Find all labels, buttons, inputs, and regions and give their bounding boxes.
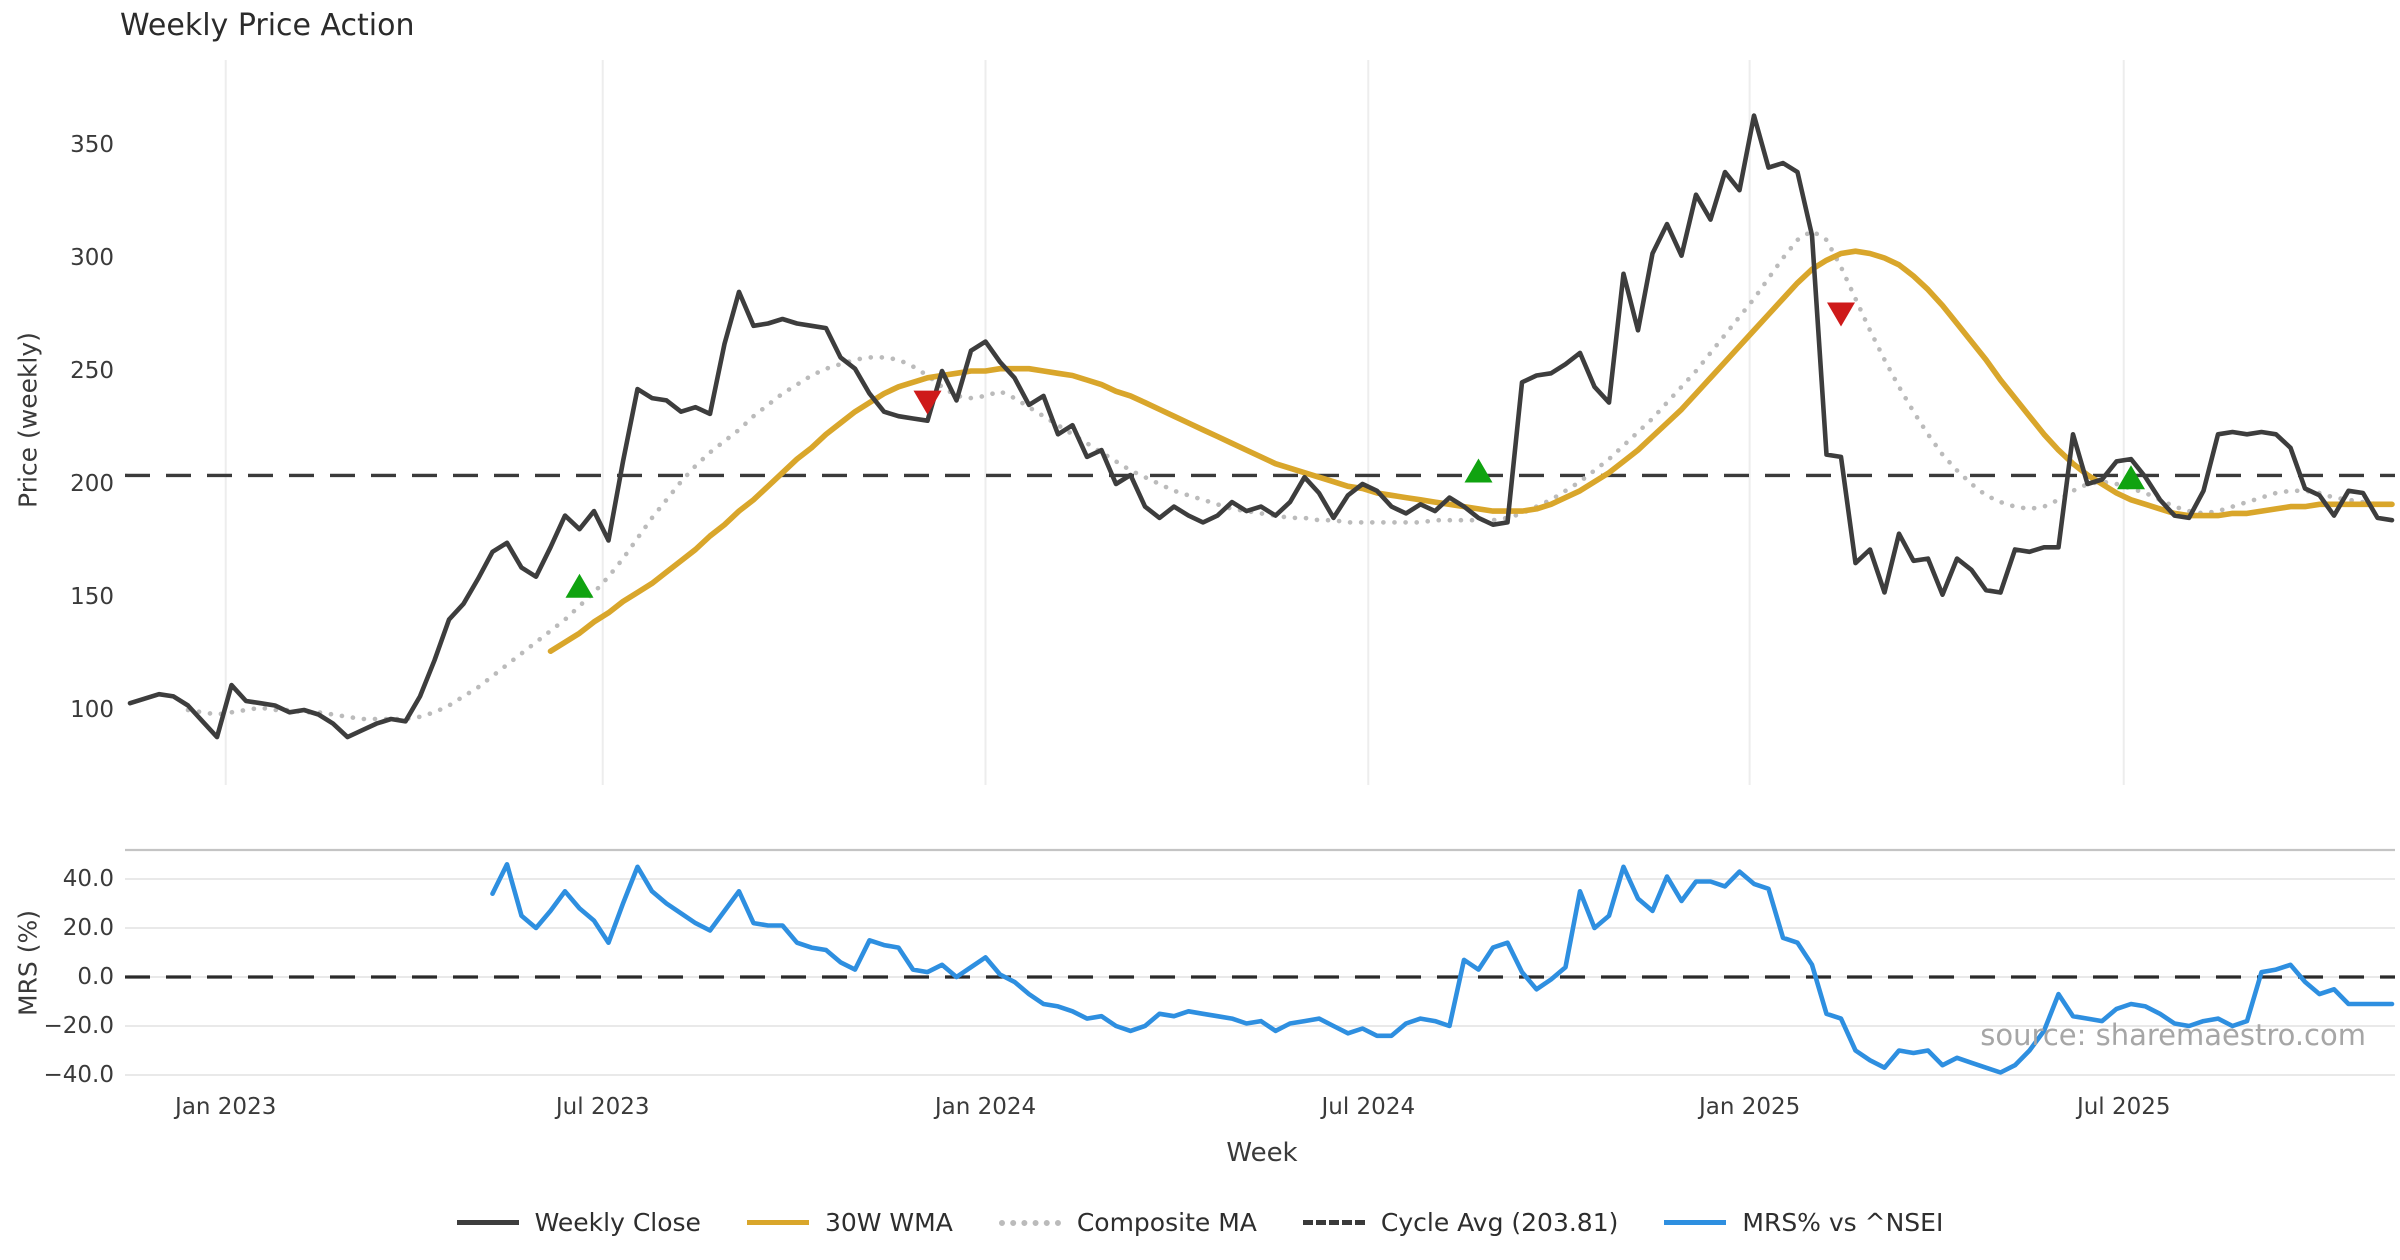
price-ytick-label: 200 — [70, 471, 114, 497]
composite-ma-line-swatch — [998, 1219, 1061, 1226]
chart-legend: Weekly Close 30W WMA Composite MA Cycle … — [0, 1208, 2400, 1237]
legend-item-30w-wma: 30W WMA — [746, 1208, 953, 1237]
price-ytick-label: 100 — [70, 697, 114, 723]
price-ytick-label: 250 — [70, 358, 114, 384]
legend-label: MRS% vs ^NSEI — [1742, 1208, 1944, 1237]
legend-label: Cycle Avg (203.81) — [1380, 1208, 1619, 1237]
mrs-ytick-label: −20.0 — [43, 1013, 114, 1039]
buy-signal-marker — [2117, 465, 2145, 490]
price-ytick-label: 150 — [70, 584, 114, 610]
mrs-ytick-label: 0.0 — [77, 964, 114, 990]
mrs-axis-label: MRS (%) — [13, 909, 43, 1017]
buy-signal-marker — [565, 573, 594, 598]
legend-item-weekly-close: Weekly Close — [456, 1208, 701, 1237]
legend-item-cycle-avg: Cycle Avg (203.81) — [1302, 1208, 1619, 1237]
legend-label: Composite MA — [1076, 1208, 1257, 1237]
x-tick-label: Jan 2023 — [175, 1094, 277, 1120]
wma-line-swatch — [746, 1220, 809, 1225]
wma-30w-line — [547, 248, 2395, 654]
legend-label: Weekly Close — [534, 1208, 701, 1237]
mrs-ytick-label: −40.0 — [43, 1062, 114, 1088]
legend-item-composite-ma: Composite MA — [998, 1208, 1257, 1237]
sell-signal-marker — [1827, 302, 1855, 327]
price-axis-label: Price (weekly) — [13, 332, 43, 508]
source-watermark: source: sharemaestro.com — [1980, 1018, 2366, 1052]
mrs-line-swatch — [1664, 1220, 1727, 1225]
sell-signal-marker — [913, 390, 942, 415]
x-tick-label: Jul 2024 — [1321, 1094, 1416, 1120]
mrs-line — [490, 862, 2395, 1075]
x-tick-label: Jan 2024 — [934, 1094, 1037, 1120]
legend-item-mrs: MRS% vs ^NSEI — [1664, 1208, 1943, 1237]
price-ytick-label: 350 — [70, 132, 114, 158]
x-axis-label: Week — [1226, 1138, 1298, 1168]
mrs-ytick-label: 40.0 — [62, 866, 114, 892]
weekly-close-line — [127, 113, 2395, 740]
legend-label: 30W WMA — [824, 1208, 953, 1237]
x-tick-label: Jan 2025 — [1698, 1094, 1801, 1120]
x-tick-label: Jul 2025 — [2076, 1094, 2171, 1120]
cycle-avg-line-swatch — [1302, 1220, 1365, 1225]
chart-title: Weekly Price Action — [120, 8, 415, 43]
mrs-ytick-label: 20.0 — [62, 915, 114, 941]
price-ytick-label: 300 — [70, 245, 114, 271]
buy-signal-marker — [1464, 458, 1493, 483]
weekly-close-line-swatch — [456, 1220, 519, 1225]
composite-ma-line — [185, 228, 2395, 722]
x-tick-label: Jul 2023 — [555, 1094, 650, 1120]
